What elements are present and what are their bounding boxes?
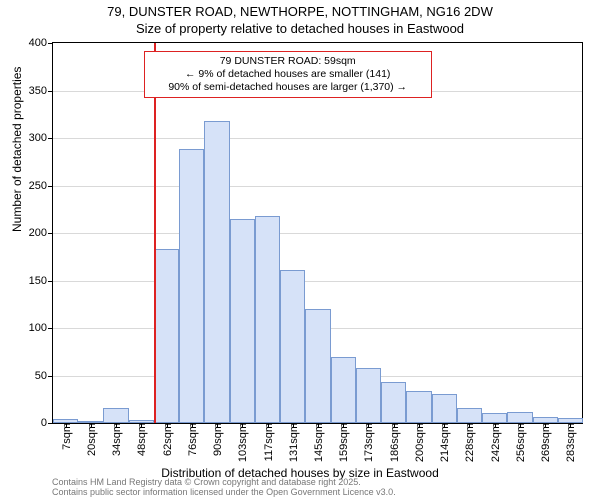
ytick-label: 300 <box>29 132 53 144</box>
xtick-label: 48sqm <box>134 423 148 456</box>
xtick-label: 242sqm <box>488 423 502 462</box>
histogram-bar <box>457 408 482 423</box>
xtick-label: 200sqm <box>412 423 426 462</box>
xtick-label: 62sqm <box>160 423 174 456</box>
histogram-bar <box>381 382 406 423</box>
histogram-bar <box>482 413 507 423</box>
histogram-bar <box>103 408 128 423</box>
histogram-bar <box>305 309 330 423</box>
gridline-h <box>53 233 583 234</box>
ytick-label: 250 <box>29 180 53 192</box>
chart-title-block: 79, DUNSTER ROAD, NEWTHORPE, NOTTINGHAM,… <box>0 0 600 36</box>
footer-attribution: Contains HM Land Registry data © Crown c… <box>52 478 396 498</box>
xtick-label: 20sqm <box>84 423 98 456</box>
ytick-label: 50 <box>35 370 53 382</box>
histogram-bar <box>432 394 457 423</box>
xtick-label: 76sqm <box>185 423 199 456</box>
xtick-label: 131sqm <box>286 423 300 462</box>
histogram-bar <box>179 149 204 423</box>
ytick-label: 0 <box>41 417 53 429</box>
histogram-bar <box>507 412 532 423</box>
gridline-h <box>53 138 583 139</box>
ytick-label: 350 <box>29 85 53 97</box>
xtick-label: 228sqm <box>462 423 476 462</box>
chart-title-main: 79, DUNSTER ROAD, NEWTHORPE, NOTTINGHAM,… <box>0 4 600 19</box>
xtick-label: 283sqm <box>563 423 577 462</box>
xtick-label: 145sqm <box>311 423 325 462</box>
gridline-h <box>53 281 583 282</box>
annotation-line: ← 9% of detached houses are smaller (141… <box>151 68 425 81</box>
xtick-label: 186sqm <box>387 423 401 462</box>
xtick-label: 117sqm <box>261 423 275 461</box>
xtick-label: 173sqm <box>361 423 375 462</box>
ytick-label: 100 <box>29 322 53 334</box>
xtick-label: 214sqm <box>437 423 451 462</box>
ytick-label: 150 <box>29 275 53 287</box>
histogram-bar <box>204 121 229 423</box>
ytick-label: 200 <box>29 227 53 239</box>
xtick-label: 269sqm <box>538 423 552 462</box>
xtick-label: 256sqm <box>513 423 527 462</box>
xtick-label: 34sqm <box>109 423 123 456</box>
histogram-bar <box>331 357 356 423</box>
histogram-bar <box>356 368 381 423</box>
chart-plot-area: 0501001502002503003504007sqm20sqm34sqm48… <box>52 42 583 423</box>
annotation-line: 90% of semi-detached houses are larger (… <box>151 81 425 94</box>
y-axis-label: Number of detached properties <box>10 67 24 232</box>
ytick-label: 400 <box>29 37 53 49</box>
xtick-label: 159sqm <box>336 423 350 462</box>
annotation-box: 79 DUNSTER ROAD: 59sqm← 9% of detached h… <box>144 51 432 98</box>
xtick-label: 103sqm <box>235 423 249 462</box>
histogram-bar <box>255 216 280 423</box>
xtick-label: 90sqm <box>210 423 224 456</box>
footer-line-2: Contains public sector information licen… <box>52 488 396 498</box>
histogram-bar <box>154 249 179 423</box>
histogram-bar <box>230 219 255 423</box>
xtick-label: 7sqm <box>59 423 73 450</box>
histogram-bar <box>406 391 431 423</box>
gridline-h <box>53 186 583 187</box>
reference-line <box>154 43 156 423</box>
plot-inner: 0501001502002503003504007sqm20sqm34sqm48… <box>52 43 583 424</box>
histogram-bar <box>280 270 305 423</box>
chart-title-sub: Size of property relative to detached ho… <box>0 21 600 36</box>
annotation-line: 79 DUNSTER ROAD: 59sqm <box>151 55 425 68</box>
